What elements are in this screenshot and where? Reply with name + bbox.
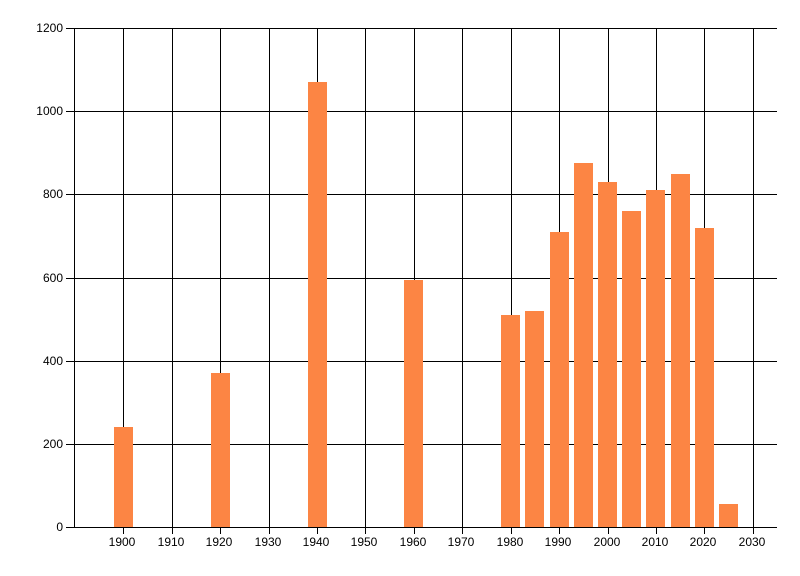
bar-2005 bbox=[622, 211, 641, 527]
y-tick bbox=[66, 361, 74, 362]
y-gridline bbox=[75, 28, 777, 29]
x-gridline bbox=[269, 28, 270, 527]
y-tick-label: 1000 bbox=[36, 104, 63, 118]
y-gridline bbox=[75, 444, 777, 445]
y-tick bbox=[66, 278, 74, 279]
x-gridline bbox=[220, 28, 221, 527]
bar-2000 bbox=[598, 182, 617, 527]
y-tick-label: 200 bbox=[42, 437, 63, 451]
x-tick bbox=[172, 527, 173, 534]
x-gridline bbox=[462, 28, 463, 527]
y-tick bbox=[66, 28, 74, 29]
x-tick bbox=[269, 527, 270, 534]
x-tick-label: 2020 bbox=[689, 535, 717, 549]
x-tick-label: 1980 bbox=[496, 535, 524, 549]
x-tick-label: 2000 bbox=[593, 535, 621, 549]
x-tick bbox=[753, 527, 754, 534]
x-tick bbox=[704, 527, 705, 534]
bar-1940 bbox=[308, 82, 327, 527]
y-tick bbox=[66, 111, 74, 112]
x-tick-label: 2030 bbox=[738, 535, 766, 549]
x-tick bbox=[462, 527, 463, 534]
bar-1980 bbox=[501, 315, 520, 527]
bar-1985 bbox=[525, 311, 544, 527]
bar-2020 bbox=[695, 228, 714, 527]
y-tick bbox=[66, 444, 74, 445]
bar-1920 bbox=[211, 373, 230, 527]
x-tick-label: 1950 bbox=[350, 535, 378, 549]
x-tick-label: 2010 bbox=[641, 535, 669, 549]
x-tick-label: 1970 bbox=[447, 535, 475, 549]
bar-1995 bbox=[574, 163, 593, 527]
x-tick-label: 1940 bbox=[302, 535, 330, 549]
x-tick bbox=[365, 527, 366, 534]
x-tick bbox=[317, 527, 318, 534]
bar-2010 bbox=[646, 190, 665, 527]
x-gridline bbox=[123, 28, 124, 527]
bar-1990 bbox=[550, 232, 569, 527]
y-gridline bbox=[75, 278, 777, 279]
y-tick-label: 600 bbox=[42, 271, 63, 285]
bar-1960 bbox=[404, 280, 423, 527]
y-tick bbox=[66, 194, 74, 195]
y-tick-label: 0 bbox=[56, 520, 63, 534]
y-tick-label: 800 bbox=[42, 187, 63, 201]
x-gridline bbox=[414, 28, 415, 527]
y-gridline bbox=[75, 111, 777, 112]
x-tick-label: 1900 bbox=[108, 535, 136, 549]
x-tick bbox=[414, 527, 415, 534]
x-tick-label: 1960 bbox=[399, 535, 427, 549]
x-tick bbox=[656, 527, 657, 534]
x-tick bbox=[511, 527, 512, 534]
x-tick bbox=[123, 527, 124, 534]
bar-2015 bbox=[671, 174, 690, 527]
y-tick-label: 400 bbox=[42, 354, 63, 368]
x-gridline bbox=[753, 28, 754, 527]
x-tick-label: 1910 bbox=[157, 535, 185, 549]
y-tick-label: 1200 bbox=[36, 21, 63, 35]
y-gridline bbox=[75, 361, 777, 362]
bar-2025 bbox=[719, 504, 738, 527]
bar-1900 bbox=[114, 427, 133, 527]
y-tick bbox=[66, 527, 74, 528]
x-gridline bbox=[172, 28, 173, 527]
x-gridline bbox=[511, 28, 512, 527]
x-tick-label: 1920 bbox=[205, 535, 233, 549]
plot-area bbox=[66, 28, 777, 534]
x-tick bbox=[608, 527, 609, 534]
x-tick bbox=[559, 527, 560, 534]
x-tick-label: 1990 bbox=[544, 535, 572, 549]
y-gridline bbox=[75, 194, 777, 195]
x-tick-label: 1930 bbox=[254, 535, 282, 549]
x-gridline bbox=[365, 28, 366, 527]
x-tick bbox=[220, 527, 221, 534]
